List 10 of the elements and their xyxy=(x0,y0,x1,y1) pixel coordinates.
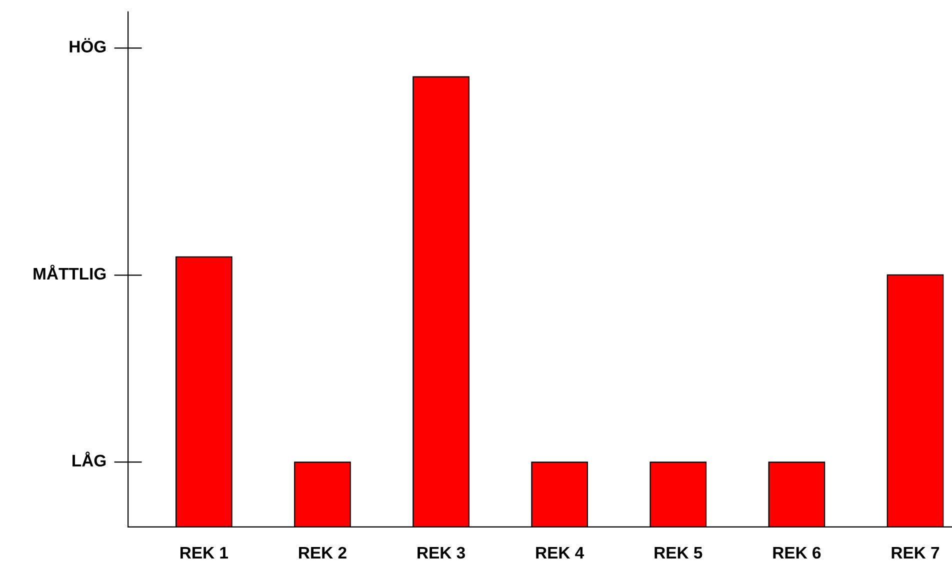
x-tick-label: REK 7 xyxy=(892,547,940,558)
text: LÅG xyxy=(72,452,106,467)
x-tick-label: REK 1 xyxy=(180,547,228,558)
x-tick-label: REK 4 xyxy=(536,547,584,558)
text: MÅTTLIG xyxy=(34,264,106,280)
x-tick-label: REK 6 xyxy=(773,546,821,559)
text: HÖG xyxy=(70,38,106,52)
x-tick-label: REK 3 xyxy=(418,546,465,559)
x-tick-label: REK 2 xyxy=(299,546,346,558)
x-tick-label: REK 5 xyxy=(654,547,702,559)
